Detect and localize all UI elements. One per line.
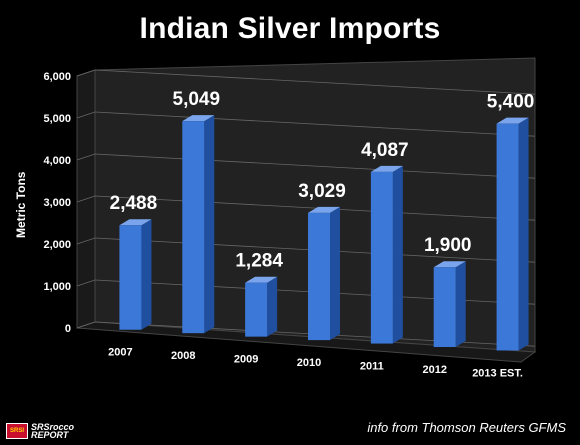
bar-front [308,212,330,341]
bar-top [245,276,278,283]
bar-side [392,165,403,344]
gridline-side [76,321,96,329]
data-label: 4,087 [361,140,409,161]
bar-top [182,115,215,122]
bar [182,115,215,334]
gridline-side [76,111,96,119]
logo-line1: SRSrocco [31,422,75,432]
y-axis-ticks: 0 1,000 2,000 3,000 4,000 5,000 6,000 [43,71,71,335]
bar-front [370,171,393,344]
x-tick-label: 2009 [234,354,258,366]
x-tick-label: 2007 [108,347,132,359]
y-axis-label: Metric Tons [14,171,28,238]
gridline [94,195,536,221]
chart-title: Indian Silver Imports [139,12,441,45]
logo-line2: REPORT [31,430,69,440]
bar-side [267,276,278,337]
data-label: 5,400 [487,92,535,113]
logo-wordmark: SRSrocco REPORT [31,422,75,440]
gridline-side [76,237,96,245]
bar-side [518,117,529,351]
gridline-side [76,69,96,77]
gridline-side [76,153,96,161]
bar-top [370,165,403,172]
bar-front [496,123,519,351]
source-credit: info from Thomson Reuters GFMS [367,420,566,435]
bar [119,219,152,330]
gridline-side [76,195,96,203]
gridline-side [76,279,96,287]
bar-top [433,261,466,268]
bar-front [245,282,268,337]
y-tick-label: 1,000 [43,281,71,293]
bars [119,115,529,351]
bar-side [141,219,152,330]
bar-side [455,261,466,348]
data-label: 1,900 [424,235,472,256]
x-axis-ticks: 2007 2008 2009 2010 2011 2012 2013 EST. [108,347,523,380]
gridline [94,111,536,137]
x-tick-label: 2011 [360,361,384,373]
bar-front [182,121,205,334]
y-tick-label: 5,000 [43,113,71,125]
bar-top [496,117,529,124]
data-label: 2,488 [110,193,158,214]
x-tick-label: 2012 [422,364,446,376]
data-label: 5,049 [173,89,221,110]
bar-front [433,267,456,348]
gridline [94,153,536,179]
data-label: 3,029 [298,181,346,202]
bar [433,261,466,348]
y-tick-label: 2,000 [43,239,71,251]
bar-front [119,225,142,330]
x-tick-label: 2013 EST. [472,367,523,379]
x-tick-label: 2010 [297,357,321,369]
bar-top [119,219,152,226]
brand-logo: SRSI SRSrocco REPORT [6,422,75,440]
bar [245,276,278,337]
data-label: 1,284 [235,251,283,272]
logo-badge-icon: SRSI [6,423,28,439]
x-tick-label: 2008 [171,350,195,362]
bar-top [308,206,340,213]
data-labels: 2,488 5,049 1,284 3,029 4,087 1,900 5,400 [110,89,535,272]
y-tick-label: 3,000 [43,197,71,209]
bar [370,165,403,344]
bar [496,117,529,351]
bar-side [204,115,215,334]
y-tick-label: 4,000 [43,155,71,167]
bar [308,206,340,341]
y-tick-label: 0 [65,323,71,335]
gridline [94,69,536,95]
bar-side [330,206,340,341]
y-tick-label: 6,000 [43,71,71,83]
